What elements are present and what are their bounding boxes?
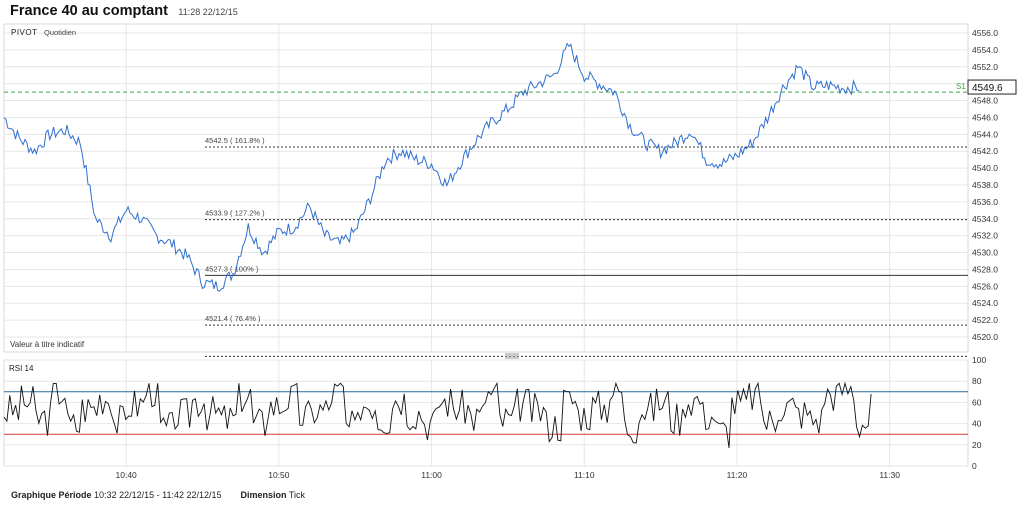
x-tick-label: 11:00: [421, 470, 442, 480]
period-label: Graphique Période: [11, 490, 92, 500]
rsi-series: [3, 381, 872, 448]
main-panel-frame: [3, 23, 969, 353]
rsi-line: [3, 381, 872, 448]
disclaimer: Valeur à titre indicatif: [10, 340, 85, 349]
y-tick-label: 4544.0: [972, 129, 998, 139]
y-tick-label: 4534.0: [972, 214, 998, 224]
x-tick-label: 11:30: [879, 470, 900, 480]
chart-footer: Graphique Période 10:32 22/12/15 - 11:42…: [11, 490, 305, 500]
y-tick-label: 4538.0: [972, 180, 998, 190]
chart-title: France 40 au comptant: [10, 3, 168, 19]
price-series: [3, 42, 860, 292]
dimension-label: Dimension: [240, 490, 287, 500]
current-price-label: 4549.6: [972, 83, 1003, 94]
y-tick-label: 4528.0: [972, 264, 998, 274]
panel-labels: PIVOT Quotidien Valeur à titre indicatif RS…: [9, 28, 519, 373]
rsi-tick-label: 60: [972, 397, 982, 407]
x-tick-label: 10:50: [268, 470, 290, 480]
rsi-tick-label: 80: [972, 376, 982, 386]
x-tick-label: 11:10: [574, 470, 595, 480]
y-tick-label: 4520.0: [972, 332, 998, 342]
rsi-tick-label: 0: [972, 461, 977, 471]
axes: 10:4010:5011:0011:1011:2011:3011:404520.…: [116, 28, 1017, 480]
pivot-label: 4521.4 ( 76.4% ): [205, 314, 261, 323]
chart-header: France 40 au comptant 11:28 22/12/15: [10, 2, 238, 22]
y-tick-label: 4522.0: [972, 315, 998, 325]
period-value: 10:32 22/12/15 - 11:42 22/12/15: [94, 490, 222, 500]
rsi-label: RSI 14: [9, 364, 34, 373]
y-tick-label: 4526.0: [972, 281, 998, 291]
x-tick-label: 10:40: [116, 470, 138, 480]
x-tick-label: 11:20: [727, 470, 748, 480]
chart-timestamp: 11:28 22/12/15: [178, 7, 238, 17]
study-param: Quotidien: [44, 28, 76, 37]
pivot-label: 4542.5 ( 161.8% ): [205, 136, 265, 145]
dimension-value: Tick: [288, 490, 306, 500]
y-tick-label: 4530.0: [972, 248, 998, 258]
y-tick-label: 4532.0: [972, 231, 998, 241]
y-tick-label: 4524.0: [972, 298, 998, 308]
y-tick-label: 4546.0: [972, 112, 998, 122]
pivot-label: 4527.3 ( 100% ): [205, 264, 259, 273]
y-tick-label: 4548.0: [972, 96, 998, 106]
y-tick-label: 4556.0: [972, 28, 998, 38]
pivot-tag-s1: S1: [956, 82, 966, 91]
main-grid: [3, 23, 969, 353]
y-tick-label: 4542.0: [972, 146, 998, 156]
price-line: [3, 42, 860, 292]
panel-resize-handle[interactable]: [505, 353, 519, 359]
y-tick-label: 4552.0: [972, 62, 998, 72]
rsi-grid: [3, 359, 969, 467]
rsi-panel-frame: [3, 359, 969, 467]
pivot-levels: S1 4542.5 ( 161.8% ) 4533.9 ( 127.2% ) 4527…: [4, 82, 968, 357]
current-price-box: [967, 79, 1017, 95]
rsi-tick-label: 100: [972, 355, 986, 365]
rsi-tick-label: 20: [972, 440, 982, 450]
pivot-label: 4533.9 ( 127.2% ): [205, 209, 265, 218]
study-label: PIVOT: [11, 28, 38, 37]
rsi-tick-label: 40: [972, 419, 982, 429]
y-tick-label: 4540.0: [972, 163, 998, 173]
y-tick-label: 4536.0: [972, 197, 998, 207]
y-tick-label: 4554.0: [972, 45, 998, 55]
